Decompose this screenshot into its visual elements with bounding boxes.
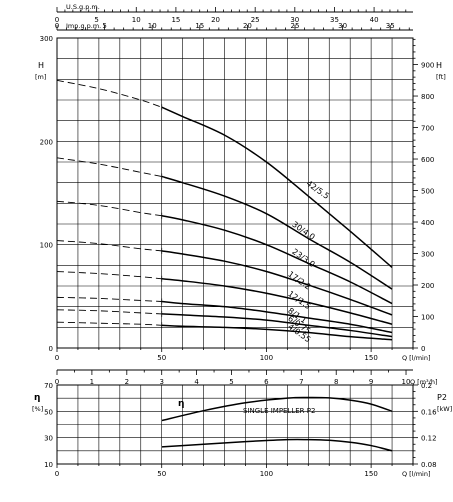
head-ft-tick-label: 600 [421, 156, 434, 164]
m3h-tick-label: 5 [229, 378, 233, 386]
m3h-tick-label: 7 [299, 378, 303, 386]
impgpm-tick-label: 0 [55, 22, 59, 30]
m3h-tick-label: 0 [55, 378, 59, 386]
head-curve-label: 42/5.5 [305, 179, 331, 201]
head-curve [161, 175, 393, 290]
m3h-tick-label: 10 [402, 378, 411, 386]
m3h-tick-label: 6 [264, 378, 269, 386]
head-curve-dashed [56, 79, 162, 108]
head-curve [161, 313, 393, 338]
usgpm-zero-label: 0 [55, 16, 59, 24]
head-y-axis-unit: [m] [35, 73, 46, 81]
eff-y-tick-label: 10 [44, 461, 53, 469]
head-ft-tick-label: 800 [421, 93, 434, 101]
m3h-tick-label: 1 [90, 378, 94, 386]
head-curve [161, 106, 393, 268]
power-curve-annotation: SINGLE IMPELLER P2 [243, 407, 315, 415]
head-q-axis-label: Q [l/min] [402, 354, 431, 362]
impgpm-tick-label: 30 [338, 22, 347, 30]
usgpm-tick-label: 5 [94, 16, 98, 24]
eff-p2-tick-label: 0.2 [421, 382, 432, 390]
efficiency-curve [161, 396, 393, 422]
head-ft-tick-label: 200 [421, 282, 434, 290]
power-curve [161, 438, 393, 452]
head-y-tick-label: 100 [40, 242, 53, 250]
head-curve-label: 23/3.0 [290, 247, 316, 269]
head-y-tick-label: 300 [40, 35, 53, 43]
impgpm-axis-label: Imp.g.p.m. [66, 22, 101, 30]
usgpm-tick-label: 40 [370, 16, 379, 24]
impgpm-tick-label: 5 [102, 22, 106, 30]
head-q-tick-label: 0 [55, 354, 59, 362]
usgpm-tick-label: 30 [290, 16, 299, 24]
head-curve [161, 324, 393, 341]
efficiency-power-panel: 10 30 50 70 η [%] 0.08 0.12 0.16 0.2 P2 [kW] 0 50 100 1… [32, 382, 452, 478]
usgpm-tick-label: 35 [330, 16, 339, 24]
eff-p2-tick-label: 0.08 [421, 461, 437, 469]
eff-right-axis-label: P2 [437, 393, 447, 402]
usgpm-tick-label: 20 [211, 16, 220, 24]
eff-y-tick-label: 70 [44, 382, 53, 390]
head-y-tick-label: 0 [49, 345, 53, 353]
m3h-tick-label: 9 [369, 378, 373, 386]
eff-p2-tick-label: 0.16 [421, 408, 437, 416]
usgpm-axis-label: U.S.g.p.m. [66, 3, 100, 11]
head-frame [56, 37, 414, 349]
head-ft-tick-label: 100 [421, 314, 434, 322]
head-ft-tick-label: 500 [421, 188, 434, 196]
head-curve [161, 250, 393, 316]
m3h-tick-label: 2 [125, 378, 129, 386]
head-curve-dashed [56, 157, 162, 177]
head-q-tick-label: 150 [364, 354, 377, 362]
eff-y-axis-unit: [%] [32, 405, 43, 413]
m3h-axis: 0 1 2 3 4 5 6 7 8 9 10 Q [m³/h] [55, 369, 438, 386]
head-ft-tick-label: 0 [421, 345, 425, 353]
head-curve [161, 278, 393, 325]
head-ft-tick-label: 700 [421, 125, 434, 133]
head-ft-tick-label: 300 [421, 251, 434, 259]
head-curve [161, 214, 393, 305]
head-right-axis-unit: [ft] [436, 73, 446, 81]
head-curve-dashed [56, 240, 162, 252]
head-panel: 0100200300H[m]01002003004005006007008009… [35, 35, 446, 362]
head-ft-tick-label: 900 [421, 62, 434, 70]
m3h-tick-label: 4 [194, 378, 199, 386]
head-curve-dashed [56, 271, 162, 280]
impgpm-tick-label: 10 [148, 22, 157, 30]
eff-q-tick-label: 0 [55, 470, 59, 478]
head-curve-dashed [56, 296, 162, 302]
head-curve-dashed [56, 321, 162, 326]
head-y-tick-label: 200 [40, 138, 53, 146]
head-q-tick-label: 100 [260, 354, 273, 362]
eff-q-tick-label: 150 [364, 470, 377, 478]
head-y-axis-label: H [38, 61, 44, 70]
efficiency-curve-label: η [178, 399, 184, 409]
head-curve [161, 300, 393, 334]
eff-q-axis-label: Q [l/min] [402, 470, 431, 478]
eff-y-tick-label: 30 [44, 435, 53, 443]
head-ft-tick-label: 400 [421, 219, 434, 227]
impgpm-tick-label: 20 [243, 22, 252, 30]
usgpm-tick-label: 10 [132, 16, 141, 24]
m3h-tick-label: 3 [159, 378, 163, 386]
m3h-tick-label: 8 [334, 378, 338, 386]
eff-y-axis-label: η [34, 393, 40, 403]
head-curve-dashed [56, 309, 162, 315]
impgpm-tick-label: 35 [386, 22, 395, 30]
head-right-axis-label: H [436, 61, 442, 70]
head-q-tick-label: 50 [157, 354, 166, 362]
usgpm-tick-label: 15 [171, 16, 180, 24]
usgpm-tick-label: 25 [251, 16, 260, 24]
eff-p2-tick-label: 0.12 [421, 435, 437, 443]
m3h-axis-label: Q [m³/h] [410, 378, 438, 386]
eff-q-tick-label: 50 [157, 470, 166, 478]
eff-q-tick-label: 100 [260, 470, 273, 478]
eff-y-tick-label: 50 [44, 408, 53, 416]
impgpm-tick-label: 25 [291, 22, 300, 30]
impgpm-tick-label: 15 [195, 22, 204, 30]
eff-right-axis-unit: [kW] [437, 405, 452, 413]
